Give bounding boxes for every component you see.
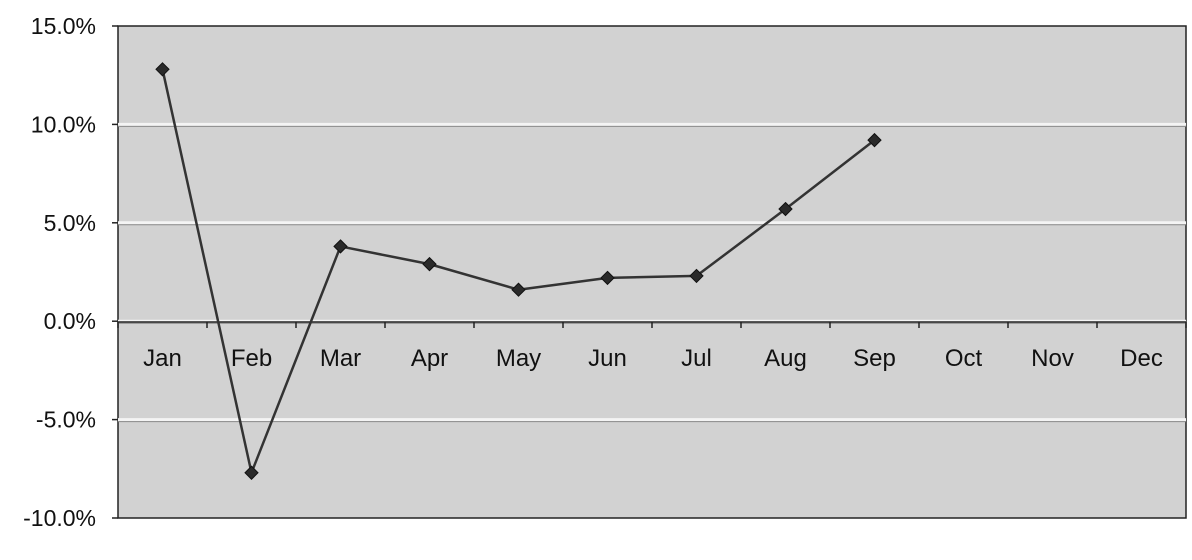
data-point-marker (867, 132, 882, 148)
data-point-marker (778, 201, 793, 217)
x-tick-label: Oct (945, 345, 983, 372)
data-point-marker (244, 465, 259, 480)
data-point-marker (600, 270, 615, 286)
y-tick-label: 0.0% (44, 308, 96, 334)
y-tick-label: 10.0% (31, 111, 96, 137)
x-tick-label: Nov (1031, 345, 1074, 372)
series-group (155, 62, 882, 480)
data-point-marker (333, 239, 348, 254)
x-tick-label: Mar (320, 345, 361, 372)
x-tick-label: Jun (588, 345, 627, 372)
x-tick-label: Dec (1120, 345, 1163, 372)
data-point-marker (511, 282, 526, 297)
data-point-marker (422, 256, 437, 272)
x-tick-label: Feb (231, 345, 272, 372)
x-tick-label: Sep (853, 345, 896, 372)
y-tick-label: 15.0% (31, 13, 96, 39)
data-point-marker (155, 62, 170, 77)
data-point-marker (689, 268, 704, 284)
x-tick-label: May (496, 345, 541, 372)
plot-area (117, 25, 1187, 519)
x-axis: Jan Feb Mar Apr May Jun Jul Aug Sep Oct Nov Dec (117, 321, 1187, 372)
y-tick-label: -10.0% (23, 505, 96, 531)
x-tick-label: Apr (411, 345, 448, 372)
y-axis: 15.0% 10.0% 5.0% 0.0% -5.0% -10.0% (23, 13, 118, 531)
x-tick-label: Jul (681, 345, 712, 372)
x-tick-label: Aug (764, 345, 807, 372)
x-tick-label: Jan (143, 345, 182, 372)
y-tick-label: 5.0% (44, 210, 96, 236)
y-tick-label: -5.0% (36, 407, 96, 433)
